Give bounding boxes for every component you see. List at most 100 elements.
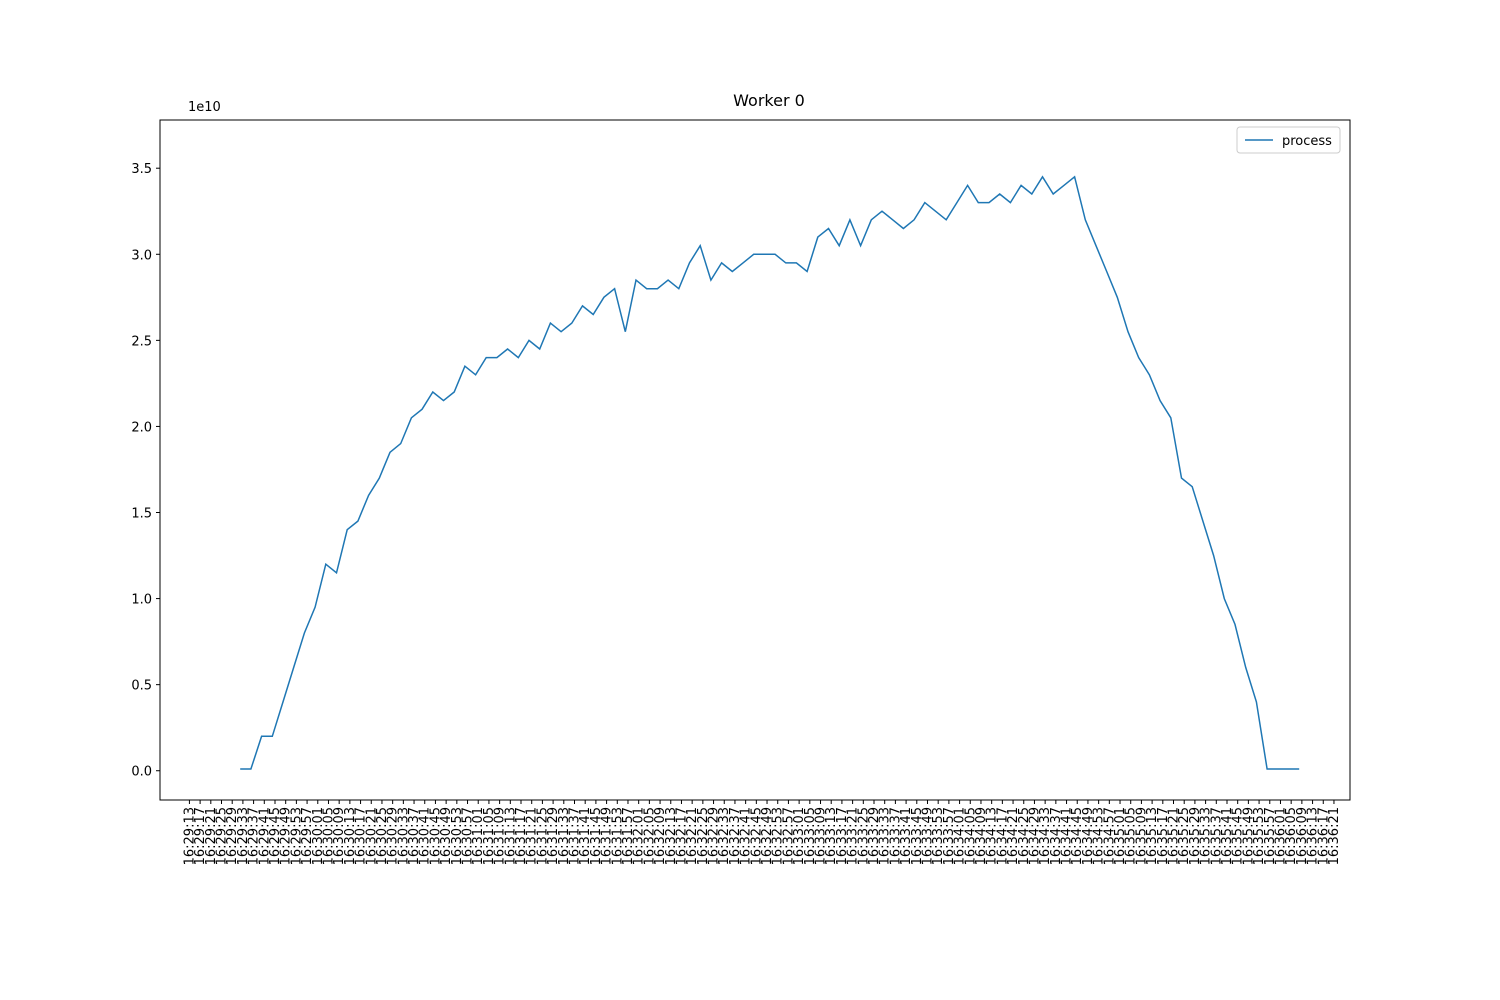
x-tick-label: 16:32:09 <box>653 807 668 865</box>
y-tick-label: 0.5 <box>131 679 152 694</box>
x-tick-label: 16:32:21 <box>685 807 700 865</box>
x-tick-label: 16:29:33 <box>236 807 251 865</box>
x-tick-label: 16:30:57 <box>461 807 476 865</box>
x-tick-label: 16:34:45 <box>1070 807 1085 865</box>
x-tick-label: 16:33:29 <box>867 807 882 865</box>
x-tick-label: 16:29:41 <box>257 807 272 865</box>
x-tick-label: 16:33:09 <box>814 807 829 865</box>
x-tick-label: 16:33:41 <box>899 807 914 865</box>
x-tick-label: 16:34:37 <box>1049 807 1064 865</box>
x-tick-label: 16:35:13 <box>1145 807 1160 865</box>
x-tick-label: 16:32:13 <box>664 807 679 865</box>
x-tick-label: 16:29:29 <box>225 807 240 865</box>
x-tick-label: 16:35:21 <box>1167 807 1182 865</box>
x-tick-label: 16:33:49 <box>920 807 935 865</box>
y-offset-label: 1e10 <box>188 100 221 115</box>
x-tick-label: 16:34:09 <box>974 807 989 865</box>
x-tick-label: 16:36:13 <box>1306 807 1321 865</box>
x-tick-label: 16:31:53 <box>610 807 625 865</box>
x-tick-label: 16:31:17 <box>514 807 529 865</box>
x-tick-label: 16:30:09 <box>332 807 347 865</box>
x-tick-label: 16:34:25 <box>1017 807 1032 865</box>
x-tick-label: 16:34:05 <box>963 807 978 865</box>
x-tick-label: 16:32:01 <box>632 807 647 865</box>
x-tick-label: 16:35:49 <box>1241 807 1256 865</box>
x-tick-label: 16:32:45 <box>749 807 764 865</box>
x-tick-label: 16:30:29 <box>386 807 401 865</box>
x-tick-label: 16:30:37 <box>407 807 422 865</box>
x-tick-label: 16:31:45 <box>589 807 604 865</box>
x-tick-label: 16:35:17 <box>1156 807 1171 865</box>
x-tick-label: 16:30:01 <box>311 807 326 865</box>
legend-box <box>1236 126 1341 154</box>
x-tick-label: 16:29:57 <box>300 807 315 865</box>
x-tick-label: 16:31:33 <box>557 807 572 865</box>
x-tick-label: 16:33:33 <box>878 807 893 865</box>
x-tick-label: 16:34:29 <box>1027 807 1042 865</box>
x-tick-label: 16:35:05 <box>1124 807 1139 865</box>
x-tick-label: 16:35:29 <box>1188 807 1203 865</box>
x-tick-label: 16:36:05 <box>1284 807 1299 865</box>
x-tick-label: 16:31:57 <box>621 807 636 865</box>
x-tick-label: 16:33:05 <box>803 807 818 865</box>
x-tick-label: 16:32:41 <box>739 807 754 865</box>
x-tick-label: 16:32:57 <box>781 807 796 865</box>
x-tick-label: 16:34:49 <box>1081 807 1096 865</box>
x-tick-label: 16:34:13 <box>985 807 1000 865</box>
x-tick-label: 16:31:21 <box>525 807 540 865</box>
x-tick-label: 16:32:49 <box>760 807 775 865</box>
y-tick-label: 3.5 <box>131 162 152 177</box>
data-line <box>240 175 1300 770</box>
x-tick-label: 16:31:29 <box>546 807 561 865</box>
x-tick-label: 16:33:13 <box>824 807 839 865</box>
x-tick-label: 16:32:37 <box>728 807 743 865</box>
x-tick-label: 16:32:33 <box>717 807 732 865</box>
x-tick-label: 16:35:25 <box>1177 807 1192 865</box>
x-tick-label: 16:35:33 <box>1199 807 1214 865</box>
y-tick-label: 1.0 <box>131 593 152 608</box>
x-tick-label: 16:33:25 <box>856 807 871 865</box>
x-tick-label: 16:35:09 <box>1134 807 1149 865</box>
x-tick-label: 16:29:37 <box>247 807 262 865</box>
x-tick-label: 16:32:25 <box>696 807 711 865</box>
x-tick-label: 16:35:57 <box>1263 807 1278 865</box>
x-tick-label: 16:32:53 <box>771 807 786 865</box>
x-tick-label: 16:31:13 <box>503 807 518 865</box>
x-tick-label: 16:34:17 <box>995 807 1010 865</box>
x-tick-label: 16:35:45 <box>1231 807 1246 865</box>
y-tick-label: 3.0 <box>131 248 152 263</box>
x-tick-label: 16:29:49 <box>279 807 294 865</box>
x-tick-label: 16:29:25 <box>215 807 230 865</box>
x-tick-label: 16:31:25 <box>535 807 550 865</box>
x-tick-label: 16:30:05 <box>321 807 336 865</box>
x-tick-label: 16:30:53 <box>450 807 465 865</box>
x-tick-label: 16:33:17 <box>835 807 850 865</box>
legend-label: process <box>1282 134 1332 149</box>
chart-title: Worker 0 <box>733 91 805 110</box>
x-tick-label: 16:29:17 <box>193 807 208 865</box>
x-tick-label: 16:31:49 <box>600 807 615 865</box>
x-tick-label: 16:33:53 <box>931 807 946 865</box>
x-tick-label: 16:33:37 <box>888 807 903 865</box>
x-tick-label: 16:30:49 <box>439 807 454 865</box>
x-tick-label: 16:30:45 <box>428 807 443 865</box>
x-tick-label: 16:29:45 <box>268 807 283 865</box>
x-tick-label: 16:29:13 <box>182 807 197 865</box>
axes-frame <box>159 119 1351 801</box>
x-tick-label: 16:34:57 <box>1102 807 1117 865</box>
x-tick-label: 16:30:25 <box>375 807 390 865</box>
x-tick-label: 16:32:17 <box>674 807 689 865</box>
x-tick-label: 16:35:53 <box>1252 807 1267 865</box>
x-tick-label: 16:34:41 <box>1060 807 1075 865</box>
x-tick-label: 16:36:09 <box>1295 807 1310 865</box>
x-tick-label: 16:33:21 <box>846 807 861 865</box>
x-tick-label: 16:30:17 <box>354 807 369 865</box>
y-tick-label: 2.5 <box>131 334 152 349</box>
x-tick-label: 16:33:01 <box>792 807 807 865</box>
x-tick-label: 16:30:41 <box>418 807 433 865</box>
y-tick-label: 0.0 <box>131 765 152 780</box>
x-tick-label: 16:29:53 <box>289 807 304 865</box>
x-tick-label: 16:34:53 <box>1092 807 1107 865</box>
x-tick-label: 16:35:41 <box>1220 807 1235 865</box>
